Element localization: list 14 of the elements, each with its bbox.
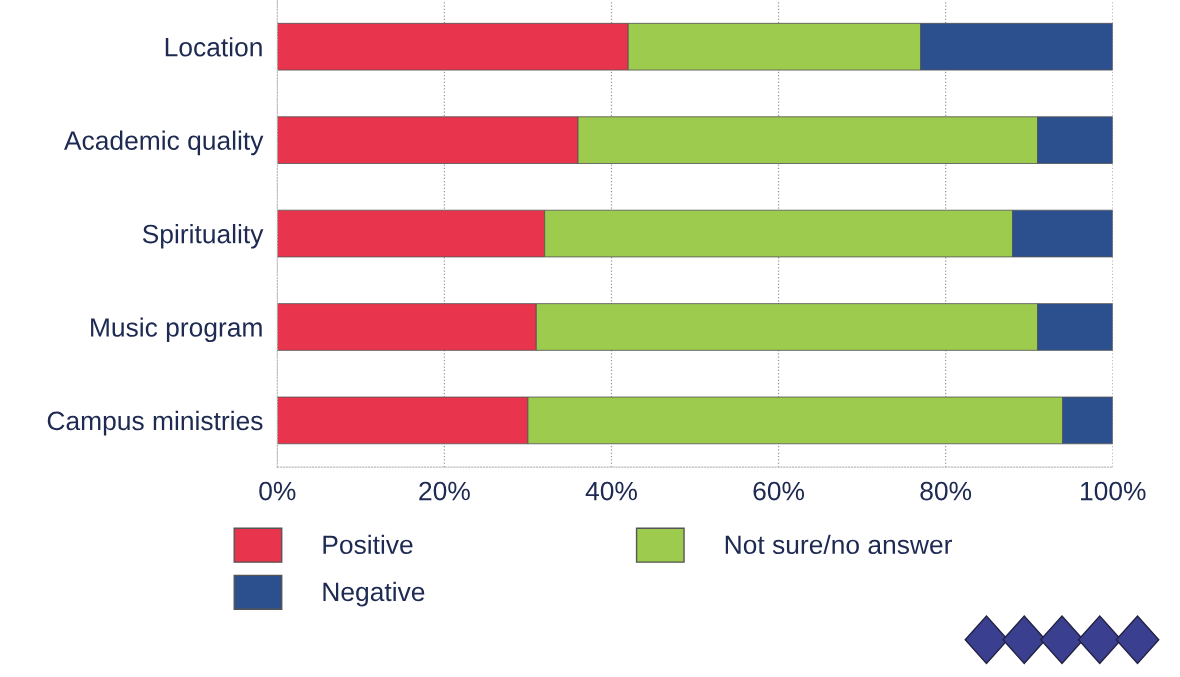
y-tick-label: Location [165,37,262,57]
legend-label: Positive [323,534,413,555]
y-tick-label: Campus ministries [47,410,263,436]
x-tick-label: 60% [753,481,805,501]
x-tick-label: 0% [259,481,296,501]
y-tick-label: Music program [91,317,262,343]
y-tick-label: Academic quality [64,130,264,156]
y-tick-label: Spirituality [142,224,264,249]
legend-label: Negative [323,581,425,607]
x-tick-label: 80% [920,481,972,501]
x-tick-label: 20% [419,481,470,501]
legend-label: Not sure/no answer [725,534,953,555]
x-tick-label: 100% [1081,481,1146,501]
x-tick-label: 40% [585,481,637,501]
